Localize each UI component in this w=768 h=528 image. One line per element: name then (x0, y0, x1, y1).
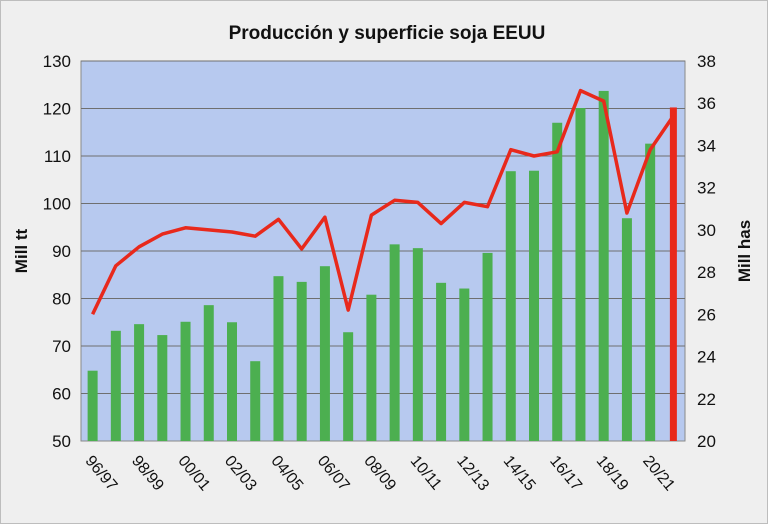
x-tick-label: 98/99 (128, 453, 167, 495)
x-tick-label: 06/07 (314, 453, 353, 495)
x-tick-label: 14/15 (500, 453, 539, 495)
y-axis-right-label: Mill has (735, 220, 754, 282)
x-tick-label: 08/09 (360, 453, 399, 495)
y-right-tick-label: 22 (697, 390, 716, 409)
bar-series (87, 90, 677, 442)
bar-production (273, 276, 284, 441)
y-left-tick-label: 90 (52, 242, 71, 261)
line-area (91, 88, 675, 316)
x-tick-label: 16/17 (546, 453, 585, 495)
y-left-tick-label: 80 (52, 290, 71, 309)
y-right-tick-label: 38 (697, 52, 716, 71)
right-axis-ticks: 20 22 24 26 28 30 32 34 36 38 (697, 52, 716, 451)
bar-production (319, 266, 330, 441)
y-left-tick-label: 120 (43, 100, 71, 119)
bar-production (575, 108, 586, 442)
y-axis-left-label: Mill tt (12, 228, 31, 273)
bar-production (505, 171, 516, 441)
y-left-tick-label: 130 (43, 52, 71, 71)
y-left-tick-label: 60 (52, 385, 71, 404)
x-tick-label: 18/19 (593, 453, 632, 495)
bar-production (203, 305, 214, 441)
bar-area (669, 107, 677, 441)
y-right-tick-label: 32 (697, 179, 716, 198)
bar-production (250, 361, 261, 441)
y-left-tick-label: 110 (44, 147, 71, 166)
bar-production (366, 294, 377, 441)
x-tick-label: 12/13 (453, 453, 492, 495)
y-right-tick-label: 24 (697, 348, 716, 367)
x-tick-label: 02/03 (221, 453, 260, 495)
y-right-tick-label: 28 (697, 263, 716, 282)
y-right-tick-label: 34 (697, 136, 716, 155)
left-axis-ticks: 50 60 70 80 90 100 110 120 130 (43, 52, 71, 451)
bar-production (343, 332, 354, 441)
bar-production (296, 281, 307, 441)
bar-production (529, 170, 539, 441)
bar-production (134, 324, 145, 441)
chart-title: Producción y superficie soja EEUU (229, 23, 546, 44)
y-left-tick-label: 50 (52, 432, 71, 451)
bar-production (459, 288, 470, 441)
bar-production (436, 282, 447, 441)
bar-production (87, 370, 98, 441)
bar-production (180, 321, 191, 441)
bar-production (157, 335, 168, 441)
y-right-tick-label: 36 (697, 94, 716, 113)
bar-production (482, 252, 493, 441)
bar-production (110, 330, 121, 441)
bar-production (598, 90, 609, 442)
y-left-tick-label: 100 (43, 195, 71, 214)
x-tick-label: 04/05 (267, 453, 306, 495)
x-tick-label: 96/97 (82, 453, 121, 495)
x-tick-label: 10/11 (407, 453, 445, 494)
bar-production (227, 322, 237, 441)
bar-production (645, 143, 656, 441)
bar-production (621, 218, 632, 441)
bar-production (552, 122, 563, 441)
y-left-tick-label: 70 (52, 337, 71, 356)
y-right-tick-label: 30 (697, 221, 716, 240)
y-right-tick-label: 26 (697, 305, 716, 324)
line-series (91, 88, 675, 316)
x-tick-label: 00/01 (174, 453, 213, 495)
x-tick-label: 20/21 (639, 453, 678, 495)
bar-production (389, 244, 400, 441)
y-right-tick-label: 20 (697, 432, 716, 451)
x-axis-ticks: 96/97 98/99 00/01 02/03 04/05 06/07 08/09 10/11… (82, 453, 678, 495)
bar-production (412, 248, 423, 441)
